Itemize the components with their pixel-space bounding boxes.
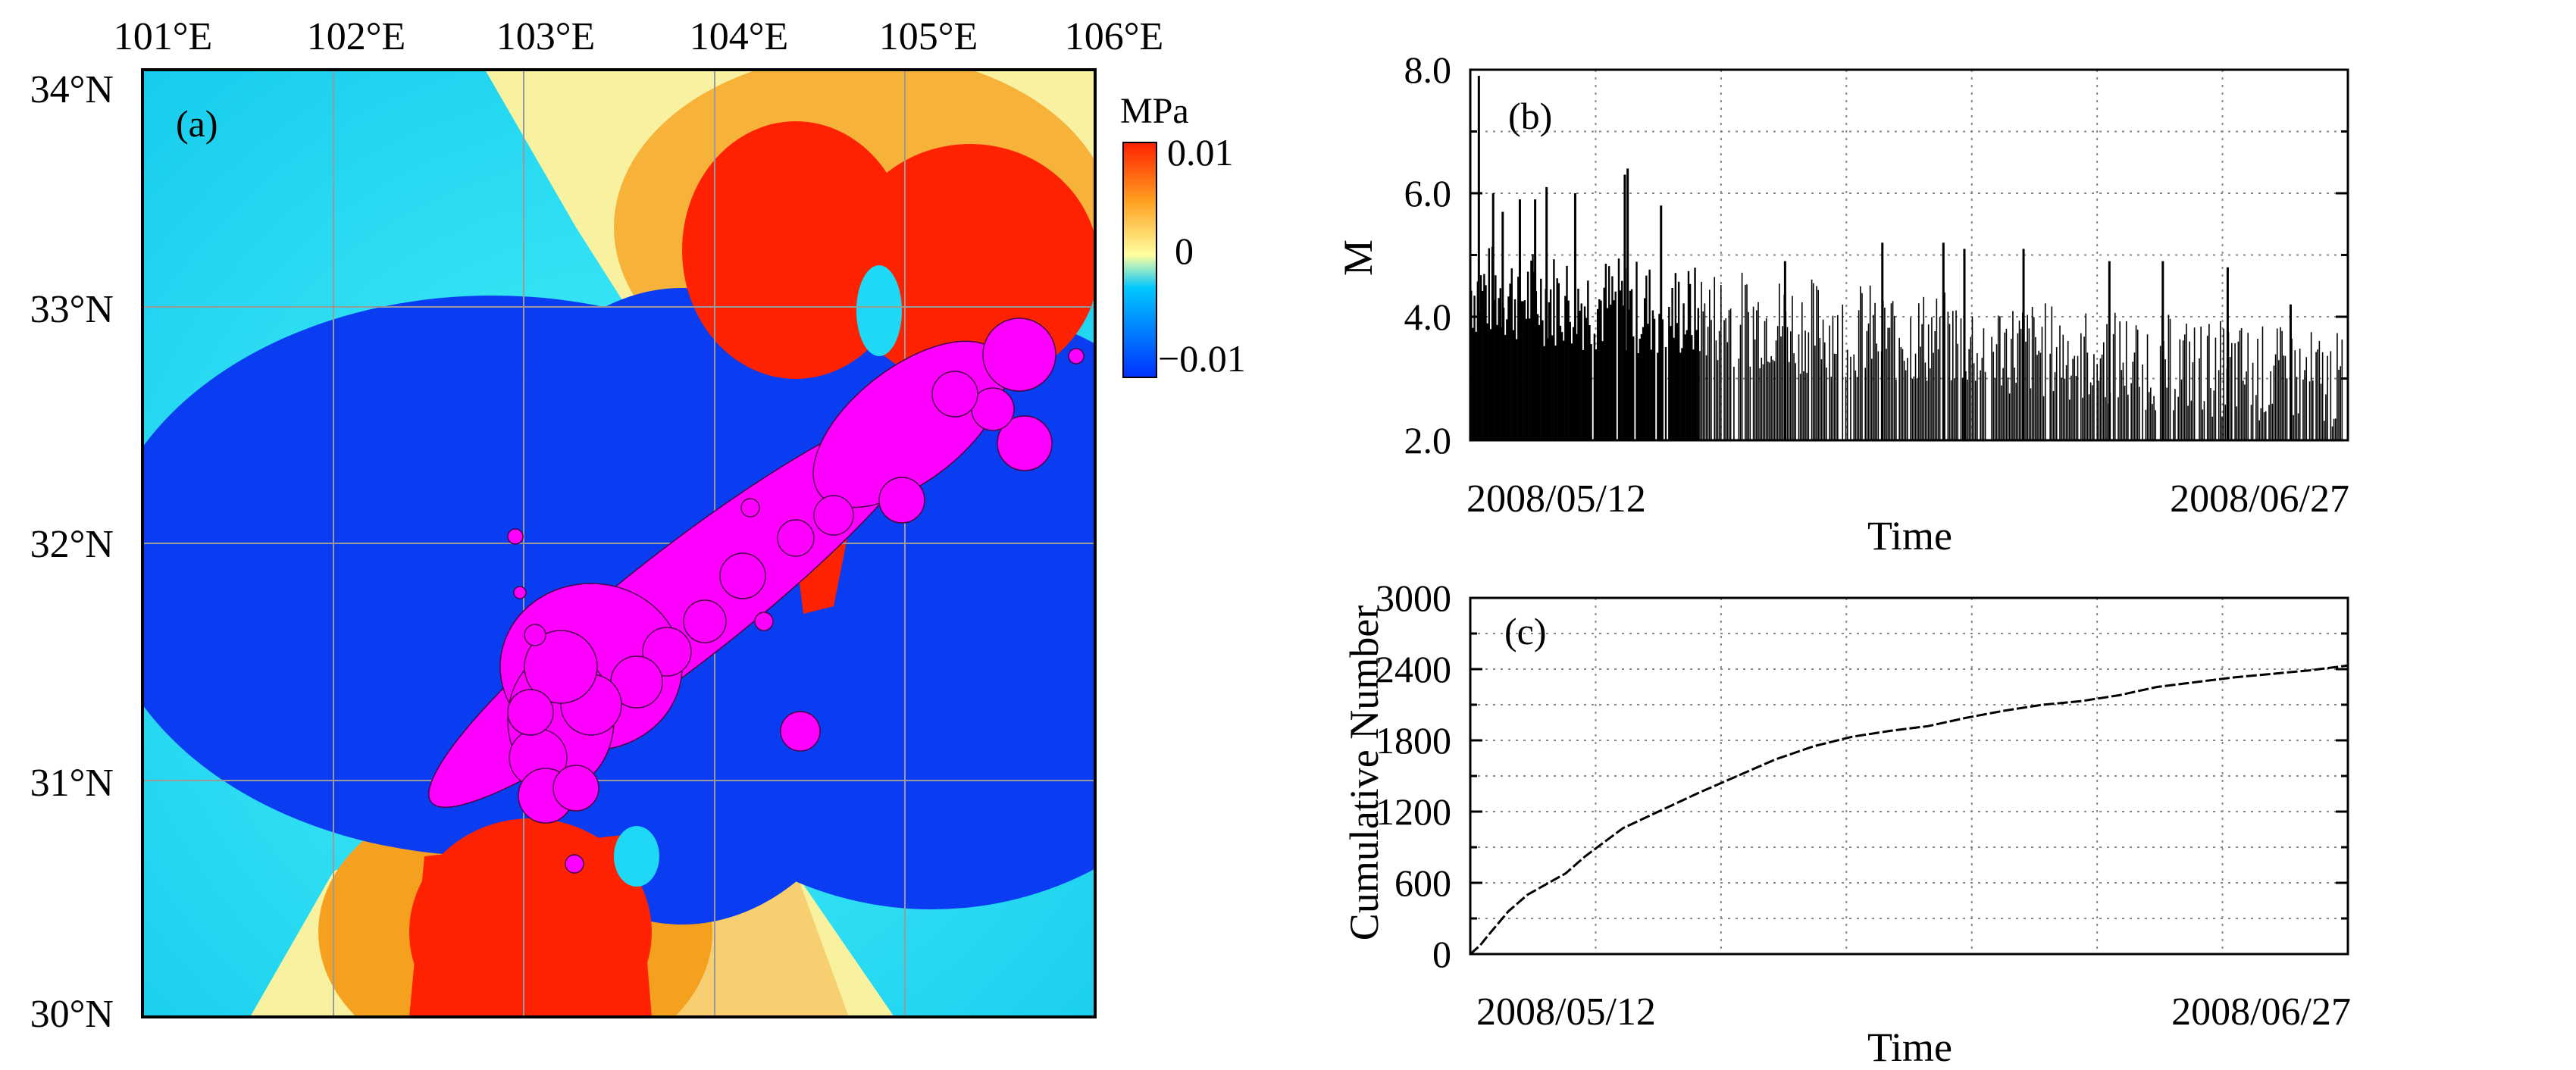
b-y-tick-label: 8.0 — [1404, 48, 1452, 91]
b-gridlines — [1470, 70, 2348, 440]
lat-label: 31°N — [30, 762, 114, 805]
colorbar-max-label: 0.01 — [1167, 131, 1234, 174]
c-ticks — [1470, 596, 2348, 956]
panel-b-label: (b) — [1508, 95, 1552, 137]
lon-label: 101°E — [114, 15, 213, 58]
b-y-tick-label: 4.0 — [1404, 296, 1452, 338]
panel-a-label: (a) — [176, 102, 218, 145]
c-x-end-label: 2008/06/27 — [2171, 990, 2351, 1034]
b-y-tick-labels: 2.0 4.0 6.0 8.0 — [1404, 48, 1452, 461]
lat-labels: 34°N 33°N 32°N 31°N 30°N — [30, 68, 114, 1036]
lon-label: 104°E — [690, 15, 789, 58]
stress-field — [142, 70, 1095, 1017]
c-y-tick-label: 2400 — [1376, 648, 1451, 690]
c-x-axis-title: Time — [1867, 1025, 1952, 1070]
b-y-axis-title: M — [1335, 239, 1381, 276]
panel-c-label: (c) — [1504, 610, 1547, 652]
c-y-tick-label: 1800 — [1376, 719, 1451, 762]
colorbar: MPa 0.01 0 −0.01 — [1120, 91, 1246, 380]
c-y-tick-label: 0 — [1432, 933, 1451, 975]
lon-label: 103°E — [496, 15, 596, 58]
b-y-tick-label: 6.0 — [1404, 172, 1452, 214]
lat-label: 30°N — [30, 993, 114, 1036]
panel-a-map: 101°E 102°E 103°E 104°E 105°E 106°E 34°N… — [30, 15, 1246, 1036]
map-frame — [141, 68, 1097, 1018]
b-x-end-label: 2008/06/27 — [2170, 477, 2349, 521]
b-x-start-label: 2008/05/12 — [1466, 477, 1646, 521]
c-cumulative-line — [1470, 664, 2349, 956]
colorbar-min-label: −0.01 — [1158, 337, 1246, 380]
c-plot-frame — [1469, 596, 2349, 956]
b-ticks — [1470, 68, 2348, 442]
lon-label: 105°E — [879, 15, 978, 58]
lat-label: 32°N — [30, 523, 114, 566]
colorbar-unit: MPa — [1120, 91, 1189, 131]
b-y-tick-label: 2.0 — [1404, 419, 1452, 461]
c-y-tick-labels: 0 600 1200 1800 2400 3000 — [1376, 577, 1451, 975]
lon-label: 106°E — [1065, 15, 1164, 58]
lat-label: 33°N — [30, 288, 114, 331]
lat-label: 34°N — [30, 68, 114, 111]
panel-b-chart: 2.0 4.0 6.0 8.0 (b) M 2008/05/12 2008/06/27… — [1335, 48, 2349, 558]
colorbar-mid-label: 0 — [1175, 230, 1194, 272]
c-y-axis-title: Cumulative Number — [1341, 605, 1387, 940]
lon-label: 102°E — [307, 15, 406, 58]
graticule — [142, 70, 1095, 1017]
aftershock-cluster — [428, 318, 1085, 874]
lon-labels: 101°E 102°E 103°E 104°E 105°E 106°E — [114, 15, 1164, 58]
b-x-axis-title: Time — [1867, 513, 1952, 558]
c-y-tick-label: 3000 — [1376, 577, 1451, 619]
panel-c-chart: 0 600 1200 1800 2400 3000 (c) Cumulative Numb… — [1341, 577, 2351, 1070]
c-x-start-label: 2008/05/12 — [1476, 990, 1656, 1034]
c-y-tick-label: 600 — [1394, 862, 1451, 904]
c-y-tick-label: 1200 — [1376, 790, 1451, 833]
c-gridlines — [1470, 598, 2348, 954]
b-magnitude-bars — [1470, 76, 2343, 440]
